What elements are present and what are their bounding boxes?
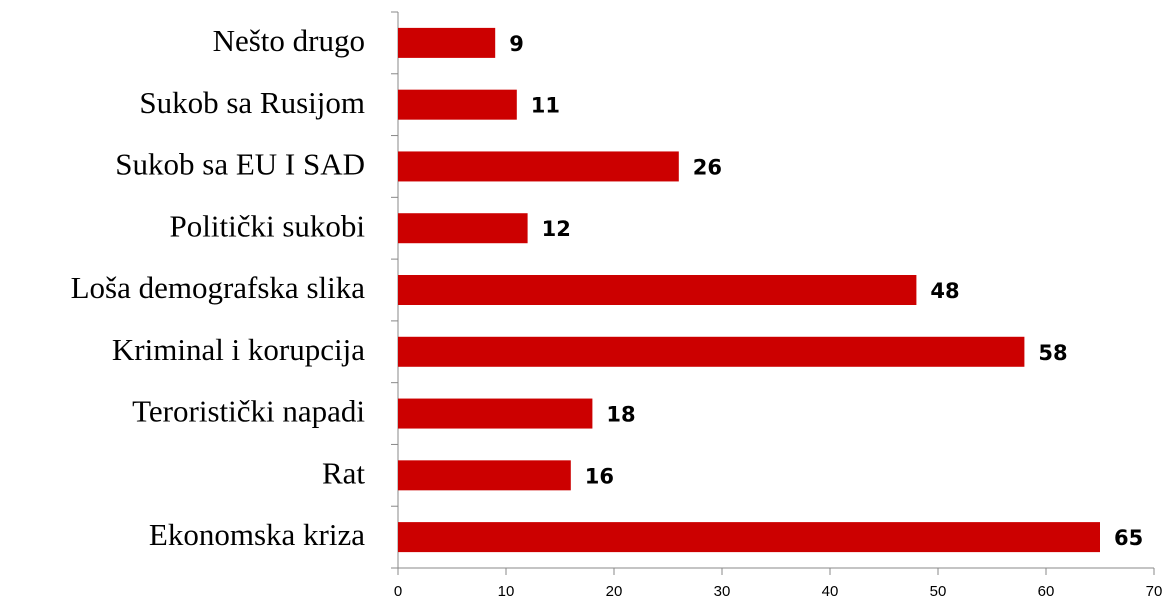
y-tick-label: Rat [322, 455, 365, 490]
data-label: 48 [930, 279, 959, 303]
x-tick-label: 30 [714, 583, 731, 600]
data-label: 58 [1038, 341, 1067, 365]
x-tick-label: 10 [498, 583, 515, 600]
data-label: 12 [542, 217, 571, 241]
y-tick-label: Ekonomska kriza [149, 517, 365, 552]
bar [398, 522, 1100, 553]
data-label: 11 [531, 94, 560, 118]
y-tick-label: Teroristički napadi [132, 394, 365, 429]
bar [398, 460, 571, 491]
data-label: 26 [693, 155, 722, 179]
bar [398, 336, 1025, 367]
data-label: 16 [585, 464, 614, 488]
y-tick-label: Loša demografska slika [71, 270, 366, 305]
y-tick-label: Nešto drugo [213, 23, 365, 58]
x-tick-label: 20 [606, 583, 623, 600]
bar [398, 213, 528, 244]
bar [398, 27, 496, 58]
bar [398, 398, 593, 429]
y-tick-label: Sukob sa Rusijom [139, 85, 365, 120]
bar [398, 275, 917, 305]
data-label: 65 [1114, 526, 1143, 550]
bar [398, 89, 517, 120]
y-tick-label: Politički sukobi [170, 208, 366, 243]
y-tick-label: Sukob sa EU I SAD [115, 147, 365, 182]
x-tick-label: 70 [1146, 583, 1163, 600]
data-label: 18 [606, 403, 635, 427]
x-tick-label: 40 [822, 583, 839, 600]
y-tick-label: Kriminal i korupcija [112, 332, 365, 367]
x-tick-label: 50 [930, 583, 947, 600]
x-tick-label: 0 [394, 583, 402, 600]
x-tick-label: 60 [1038, 583, 1055, 600]
bar [398, 151, 679, 182]
data-label: 9 [509, 32, 524, 56]
